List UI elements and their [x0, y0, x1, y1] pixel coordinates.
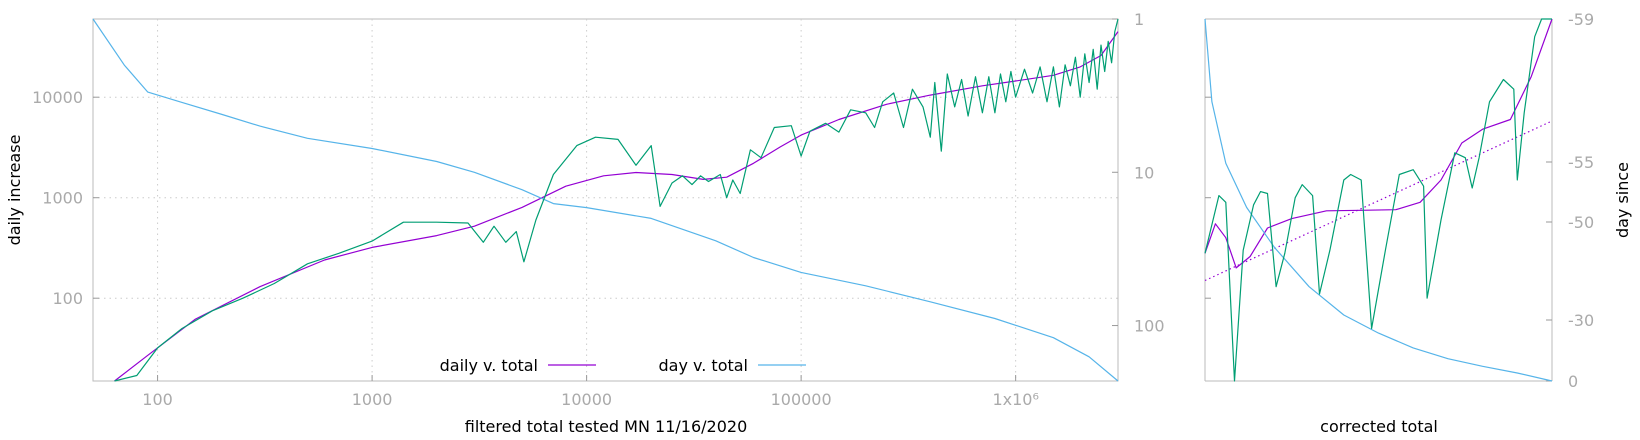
side-y2-tick-label: -55: [1568, 153, 1594, 172]
side-y2-tick-label: -30: [1568, 311, 1594, 330]
side-y2-axis-title: day since: [1613, 162, 1632, 238]
side-series-line-1: [1204, 120, 1553, 282]
side-series-line-2: [1204, 18, 1553, 382]
x-tick-label: 100: [142, 390, 173, 409]
side-chart: -59 -55 -50 -30 0: [1204, 10, 1594, 391]
side-y2-tick-label: -50: [1568, 213, 1594, 232]
x-tick-label: 100000: [771, 390, 832, 409]
side-series-line-3: [1204, 18, 1552, 382]
x-tick-label: 10000: [561, 390, 612, 409]
y-tick-label: 10000: [32, 88, 83, 107]
plot-border: [92, 18, 1119, 382]
y-tick-label: 1000: [42, 189, 83, 208]
main-chart: 100 1000 10000 100000 1x10⁶ 100 1000 10000 1 10 10…: [32, 10, 1164, 409]
side-y2-tick-label: -59: [1568, 10, 1594, 29]
y2-tick-label: 1: [1134, 10, 1144, 29]
y-tick-label: 100: [52, 289, 83, 308]
x-axis-title: filtered total tested MN 11/16/2020: [465, 417, 748, 436]
legend-label-day: day v. total: [659, 356, 749, 375]
series-line-0: [114, 31, 1119, 382]
x-tick-label: 1x10⁶: [992, 390, 1038, 409]
series-line-2: [114, 18, 1119, 382]
legend-label-daily: daily v. total: [440, 356, 538, 375]
series-line-1: [92, 18, 1119, 382]
legend: daily v. total day v. total: [440, 356, 806, 375]
y-axis-title: daily increase: [5, 135, 24, 246]
side-y2-tick-label: 0: [1568, 372, 1578, 391]
side-x-axis-title: corrected total: [1320, 417, 1438, 436]
side-series-line-0: [1204, 18, 1553, 269]
y2-tick-label: 10: [1134, 163, 1154, 182]
x-tick-label: 1000: [352, 390, 393, 409]
y2-tick-label: 100: [1134, 317, 1165, 336]
